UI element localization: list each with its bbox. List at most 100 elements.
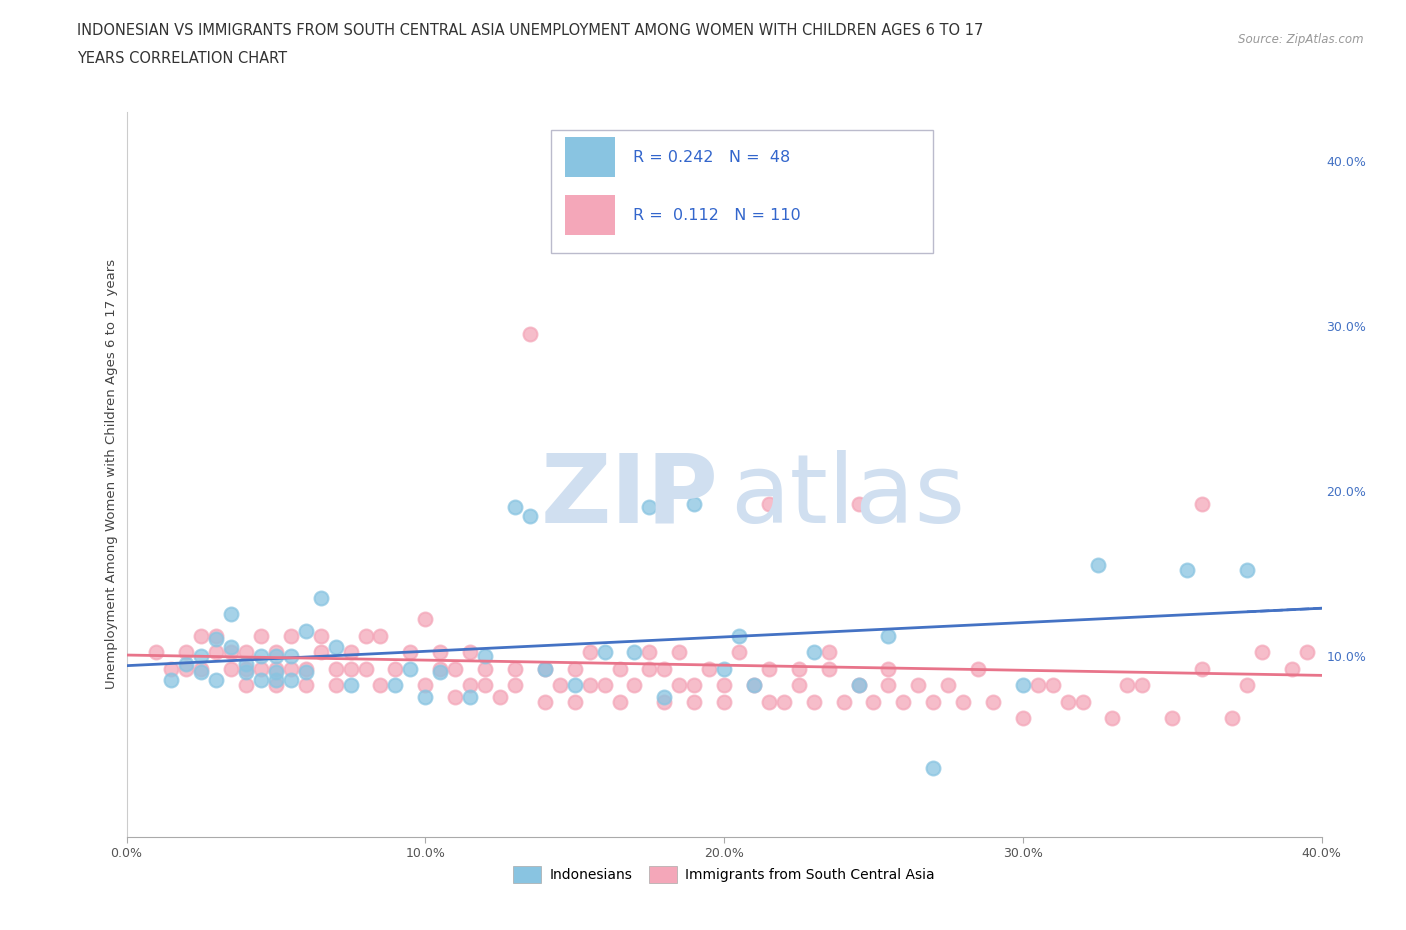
Point bbox=[309, 644, 332, 659]
Point bbox=[145, 644, 167, 659]
Point bbox=[697, 661, 720, 676]
Point bbox=[235, 644, 257, 659]
Point bbox=[174, 657, 197, 671]
Point bbox=[384, 661, 406, 676]
Point bbox=[205, 631, 228, 646]
Point bbox=[503, 678, 526, 693]
Point bbox=[1116, 678, 1139, 693]
Point bbox=[1236, 678, 1258, 693]
Point bbox=[1236, 563, 1258, 578]
Point bbox=[1251, 644, 1274, 659]
Point bbox=[877, 629, 900, 644]
Point bbox=[474, 678, 496, 693]
Point bbox=[280, 629, 302, 644]
Point bbox=[877, 661, 900, 676]
Point bbox=[668, 644, 690, 659]
Point bbox=[264, 644, 287, 659]
Point bbox=[623, 644, 645, 659]
Point bbox=[1056, 695, 1078, 710]
Point bbox=[250, 648, 273, 663]
Point bbox=[294, 665, 316, 680]
Point bbox=[758, 695, 780, 710]
Point bbox=[713, 228, 735, 243]
Point bbox=[803, 644, 825, 659]
Point bbox=[593, 678, 616, 693]
Point bbox=[174, 644, 197, 659]
Point bbox=[370, 678, 392, 693]
Point bbox=[578, 678, 600, 693]
Point bbox=[758, 661, 780, 676]
Point bbox=[1130, 678, 1153, 693]
Point bbox=[399, 661, 422, 676]
Point bbox=[713, 661, 735, 676]
Point bbox=[728, 629, 751, 644]
Point bbox=[235, 661, 257, 676]
Point bbox=[578, 644, 600, 659]
Point bbox=[280, 661, 302, 676]
Point bbox=[489, 689, 512, 704]
Point bbox=[713, 678, 735, 693]
Point bbox=[474, 648, 496, 663]
Point bbox=[848, 678, 870, 693]
Point bbox=[638, 644, 661, 659]
Point bbox=[205, 629, 228, 644]
Point bbox=[952, 695, 974, 710]
Point bbox=[264, 648, 287, 663]
Point bbox=[294, 623, 316, 638]
Point bbox=[219, 661, 242, 676]
Point bbox=[264, 678, 287, 693]
Point bbox=[429, 661, 451, 676]
Text: INDONESIAN VS IMMIGRANTS FROM SOUTH CENTRAL ASIA UNEMPLOYMENT AMONG WOMEN WITH C: INDONESIAN VS IMMIGRANTS FROM SOUTH CENT… bbox=[77, 23, 984, 38]
Point bbox=[758, 497, 780, 512]
Text: R = 0.242   N =  48: R = 0.242 N = 48 bbox=[633, 150, 790, 165]
Point bbox=[190, 629, 212, 644]
FancyBboxPatch shape bbox=[565, 195, 616, 235]
Point bbox=[294, 678, 316, 693]
Point bbox=[399, 644, 422, 659]
Point bbox=[250, 629, 273, 644]
Point bbox=[219, 607, 242, 622]
Point bbox=[309, 629, 332, 644]
Point bbox=[817, 661, 839, 676]
Point bbox=[922, 695, 945, 710]
Point bbox=[235, 657, 257, 671]
Point bbox=[668, 678, 690, 693]
Point bbox=[503, 499, 526, 514]
Point bbox=[1026, 678, 1049, 693]
Point bbox=[803, 695, 825, 710]
Point bbox=[787, 678, 810, 693]
Point bbox=[205, 673, 228, 688]
Point bbox=[742, 678, 765, 693]
FancyBboxPatch shape bbox=[551, 130, 934, 253]
Point bbox=[190, 665, 212, 680]
FancyBboxPatch shape bbox=[565, 138, 616, 178]
Point bbox=[339, 644, 361, 659]
Point bbox=[1220, 711, 1243, 725]
Point bbox=[1281, 661, 1303, 676]
Point bbox=[280, 673, 302, 688]
Point bbox=[848, 497, 870, 512]
Point bbox=[250, 673, 273, 688]
Point bbox=[623, 678, 645, 693]
Point bbox=[503, 661, 526, 676]
Point bbox=[415, 689, 437, 704]
Point bbox=[683, 695, 706, 710]
Point bbox=[354, 629, 377, 644]
Point bbox=[564, 661, 586, 676]
Point bbox=[638, 499, 661, 514]
Point bbox=[907, 678, 929, 693]
Point bbox=[638, 661, 661, 676]
Point bbox=[862, 695, 884, 710]
Point bbox=[609, 661, 631, 676]
Point bbox=[1042, 678, 1064, 693]
Point bbox=[1087, 558, 1109, 573]
Point bbox=[325, 661, 347, 676]
Point bbox=[264, 673, 287, 688]
Point bbox=[174, 661, 197, 676]
Text: atlas: atlas bbox=[730, 449, 965, 542]
Legend: Indonesians, Immigrants from South Central Asia: Indonesians, Immigrants from South Centr… bbox=[508, 861, 941, 888]
Point bbox=[519, 326, 541, 341]
Point bbox=[205, 644, 228, 659]
Point bbox=[429, 644, 451, 659]
Point bbox=[458, 678, 481, 693]
